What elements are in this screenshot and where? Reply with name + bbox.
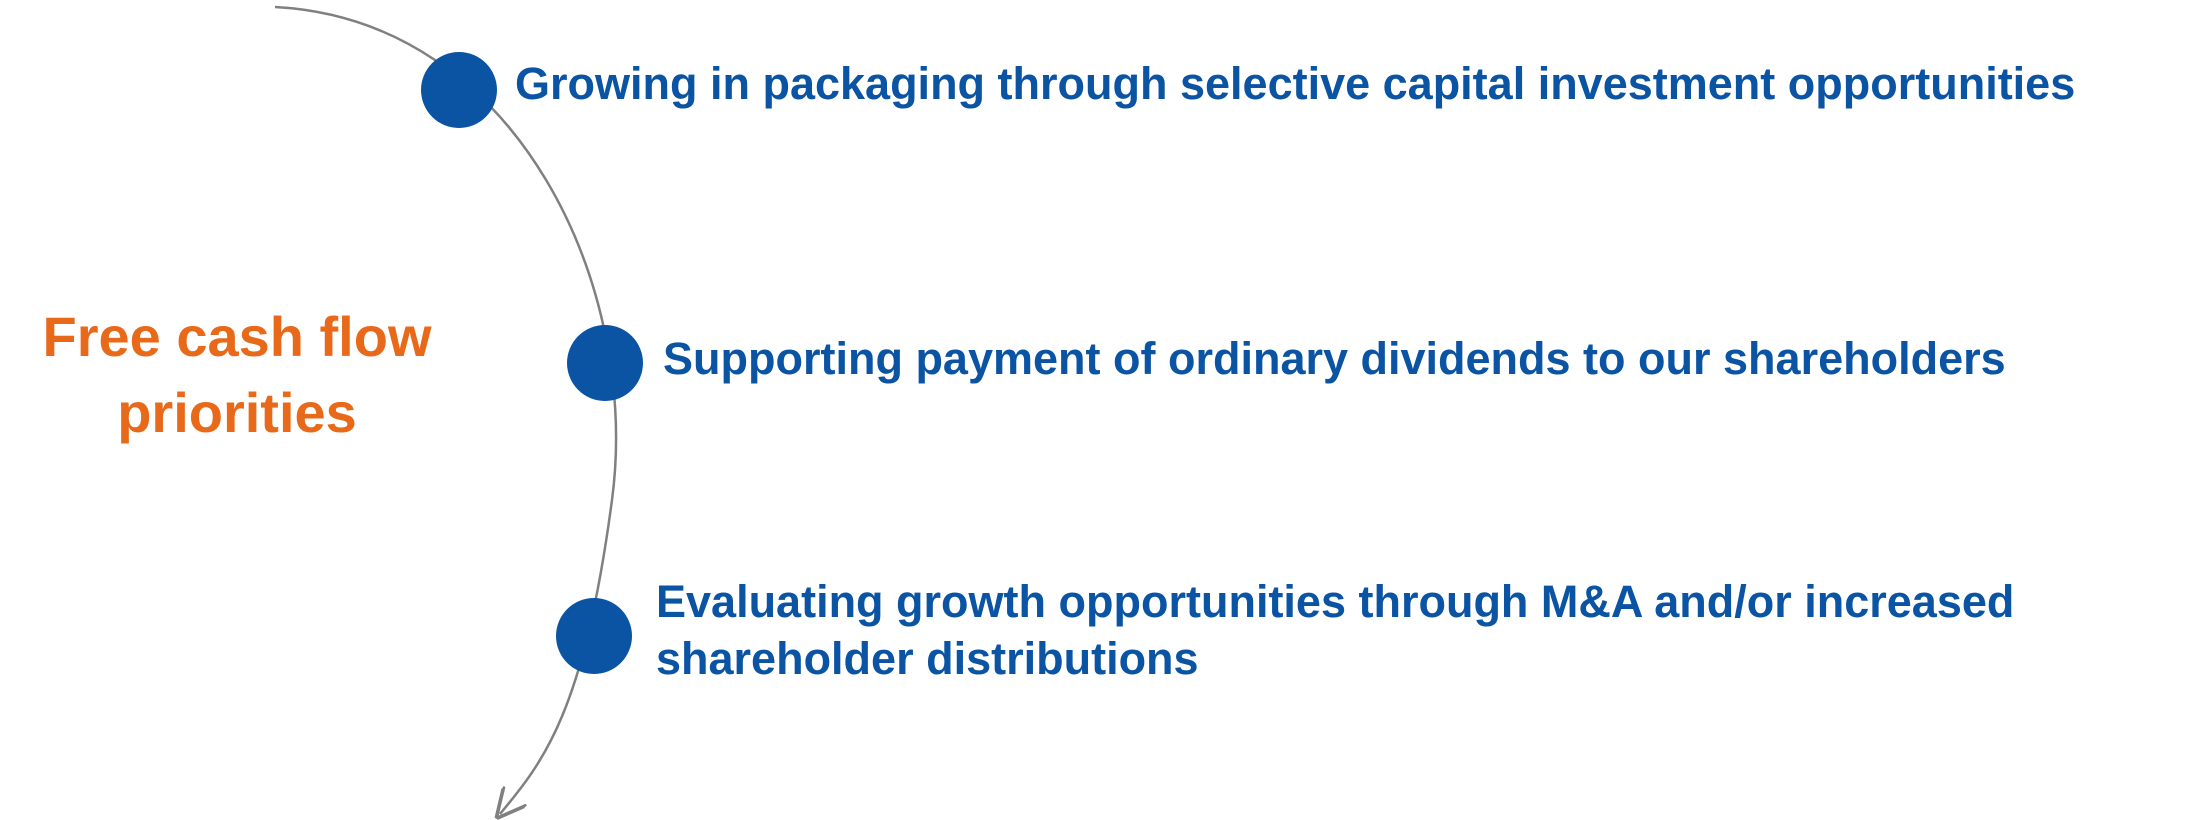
item-text: Growing in packaging through selective c… — [515, 58, 2075, 109]
title-line: Free cash flow — [42, 305, 431, 368]
item-text: Evaluating growth opportunities through … — [656, 576, 2014, 627]
item-text: shareholder distributions — [656, 633, 1199, 684]
title-line: priorities — [117, 381, 357, 444]
bullet — [556, 598, 632, 674]
bullet — [567, 325, 643, 401]
item-text: Supporting payment of ordinary dividends… — [663, 333, 2006, 384]
bullet — [421, 52, 497, 128]
